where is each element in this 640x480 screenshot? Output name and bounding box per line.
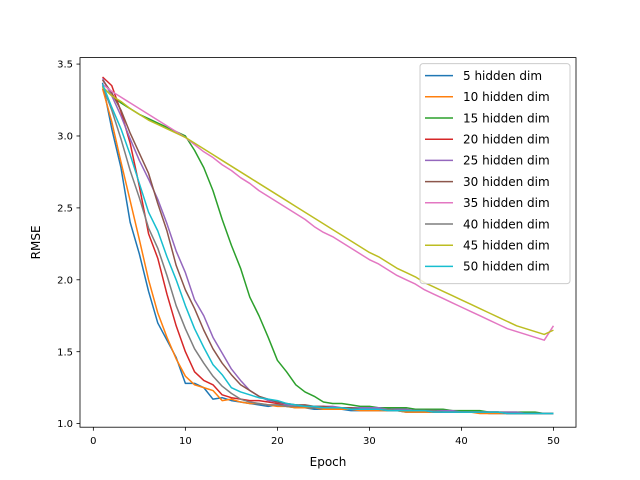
x-tick-label: 20: [271, 436, 284, 447]
legend-label: 30 hidden dim: [463, 175, 550, 189]
x-tick-label: 0: [90, 436, 96, 447]
y-tick-label: 2.0: [57, 275, 73, 286]
plot-frame: [79, 57, 577, 428]
legend-label: 40 hidden dim: [463, 217, 550, 231]
legend-label: 5 hidden dim: [463, 69, 542, 83]
series-layer: [101, 76, 555, 415]
series-line-2: [101, 88, 554, 415]
y-tick-label: 2.5: [57, 203, 73, 214]
x-axis-label: Epoch: [310, 455, 347, 469]
y-tick-label: 1.5: [57, 347, 73, 358]
x-tick-label: 30: [363, 436, 376, 447]
legend-label: 20 hidden dim: [463, 133, 550, 147]
legend-label: 45 hidden dim: [463, 239, 550, 253]
x-tick-label: 50: [547, 436, 560, 447]
legend-label: 10 hidden dim: [463, 90, 550, 104]
x-tick-label: 40: [455, 436, 468, 447]
y-axis: 1.0 1.5 2.0 2.5 3.0 3.5: [57, 60, 80, 430]
y-axis-label: RMSE: [29, 225, 43, 259]
y-tick-label: 3.5: [57, 60, 73, 71]
y-tick-label: 1.0: [57, 419, 73, 430]
legend-label: 50 hidden dim: [463, 260, 550, 274]
series-line-9: [102, 86, 554, 336]
legend: 5 hidden dim 10 hidden dim 15 hidden dim 20…: [419, 63, 571, 285]
legend-label: 35 hidden dim: [463, 196, 550, 210]
x-axis: 0 10 20 30 40 50: [90, 427, 560, 447]
series-line-7: [102, 83, 555, 341]
y-tick-label: 3.0: [57, 132, 73, 143]
x-tick-label: 10: [179, 436, 192, 447]
series-line-10: [101, 83, 554, 415]
legend-label: 25 hidden dim: [463, 154, 550, 168]
legend-box: [419, 63, 571, 285]
legend-label: 15 hidden dim: [463, 111, 550, 125]
